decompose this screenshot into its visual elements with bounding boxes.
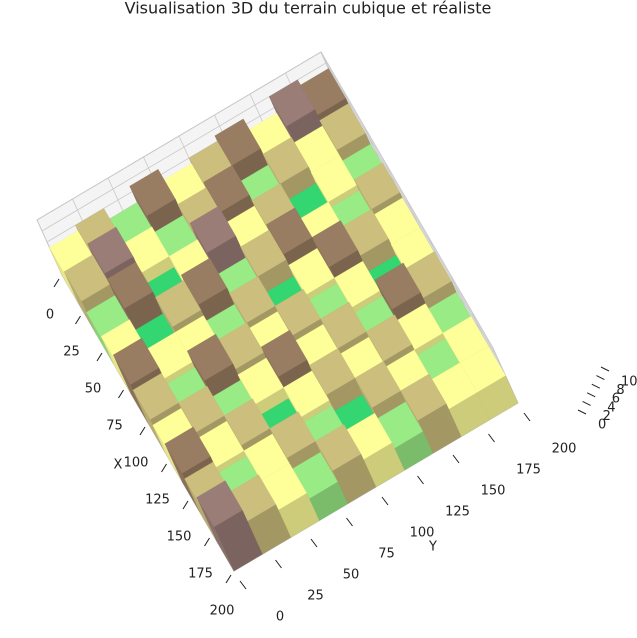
terrain-top [214, 118, 261, 166]
z-tick-label: 4 [607, 400, 615, 415]
y-tick-label: 0 [276, 610, 284, 625]
terrain-top [187, 333, 234, 381]
terrain-top [283, 370, 330, 418]
x-tick [139, 426, 146, 436]
terrain-top [164, 426, 211, 474]
x-tick [96, 352, 103, 362]
terrain-top [374, 262, 421, 310]
y-tick-label: 50 [343, 568, 360, 583]
terrain-top [189, 205, 236, 253]
grid-line [36, 51, 322, 221]
x-tick-label: 125 [145, 493, 170, 508]
z-tick-label: 2 [603, 409, 611, 424]
terrain [49, 68, 519, 572]
x-tick-label: 75 [106, 419, 123, 434]
terrain-top [240, 229, 287, 277]
x-tick-label: 175 [188, 567, 213, 582]
y-tick-label: 150 [481, 484, 506, 499]
z-tick-label: 0 [598, 418, 606, 433]
x-tick [225, 574, 232, 584]
y-tick [275, 559, 282, 569]
terrain-top [311, 220, 358, 268]
y-tick-label: 25 [307, 589, 324, 604]
terrain-top [268, 79, 316, 127]
y-tick-label: 175 [516, 463, 541, 478]
terrain-top [203, 165, 250, 212]
terrain-top [262, 136, 309, 184]
y-tick-label: 200 [552, 442, 577, 457]
terrain-top [181, 257, 228, 305]
terrain-top [365, 314, 413, 362]
y-tick-label: 75 [378, 547, 395, 562]
terrain-top [87, 226, 134, 274]
terrain-top [129, 169, 176, 216]
x-tick [182, 500, 189, 510]
terrain-top [113, 337, 160, 385]
chart-title: Visualisation 3D du terrain cubique et r… [125, 0, 492, 18]
x-tick [204, 537, 210, 547]
y-axis-label: Y [428, 540, 437, 555]
x-tick-label: 100 [124, 456, 149, 471]
y-tick [346, 517, 353, 527]
terrain-top [400, 373, 447, 421]
y-tick-label: 100 [410, 526, 435, 541]
y-tick [310, 538, 318, 548]
x-tick [118, 389, 124, 399]
z-tick-label: 6 [612, 392, 620, 407]
x-tick-label: 50 [85, 382, 102, 397]
terrain-top [196, 480, 243, 528]
terrain-top [319, 103, 366, 151]
z-tick [596, 375, 605, 381]
y-tick-label: 125 [445, 505, 470, 520]
x-tick-label: 200 [210, 604, 235, 619]
z-tick-label: 10 [621, 375, 637, 390]
terrain-top [315, 424, 362, 472]
z-tick [591, 383, 601, 389]
grid-line [320, 51, 494, 349]
y-tick [239, 580, 247, 590]
x-tick-label: 25 [63, 345, 80, 360]
terrain-top [261, 329, 308, 377]
y-tick [488, 433, 495, 443]
y-tick [523, 412, 531, 422]
grid-line [325, 62, 499, 360]
y-tick [417, 475, 424, 485]
terrain-top [155, 280, 202, 328]
z-tick [577, 409, 587, 415]
y-tick [452, 454, 460, 464]
x-tick [75, 315, 81, 325]
terrain-top [353, 162, 401, 210]
z-tick [582, 400, 591, 406]
z-tick-label: 8 [616, 383, 624, 398]
x-tick [53, 278, 60, 288]
x-tick-label: 0 [46, 308, 54, 323]
x-tick-label: 150 [167, 530, 192, 545]
z-tick [586, 392, 596, 398]
y-tick [381, 496, 389, 506]
terrain-top [107, 261, 154, 309]
x-axis-label: X [114, 458, 123, 473]
x-tick [161, 463, 167, 473]
z-tick [600, 366, 610, 372]
